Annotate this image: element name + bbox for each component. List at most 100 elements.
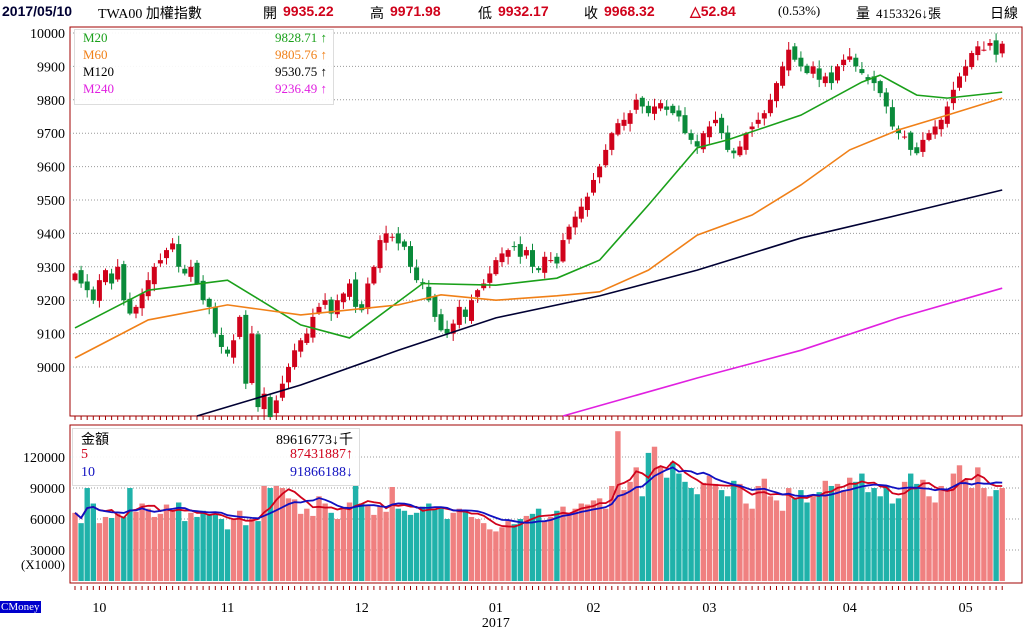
volume-bar — [426, 503, 432, 581]
candle-body — [182, 268, 188, 274]
price-legend: M20 9828.71 ↑ M60 9805.76 ↑ M120 9530.75 ↑ … — [74, 29, 334, 105]
candle — [164, 247, 169, 265]
candle — [225, 346, 230, 357]
candle — [615, 118, 621, 137]
volume-bar — [639, 496, 645, 581]
candle-body — [554, 256, 560, 264]
candle — [298, 337, 304, 358]
candle — [499, 247, 505, 267]
candle-body — [560, 240, 566, 262]
volume-bar — [224, 529, 231, 581]
candle-body — [523, 250, 529, 256]
candle — [981, 41, 987, 52]
candle — [176, 235, 182, 273]
volume-bar — [883, 485, 889, 581]
candle — [200, 275, 206, 305]
legend-value: 9828.71 ↑ — [275, 30, 327, 45]
candle — [566, 224, 572, 244]
volume-bar — [346, 502, 353, 581]
y-tick-label: 9100 — [37, 328, 65, 343]
candle — [261, 387, 267, 416]
candle — [645, 101, 651, 117]
legend-label: 金額 — [81, 433, 109, 448]
candle — [774, 81, 779, 108]
candle — [682, 107, 688, 135]
candle-body — [914, 147, 920, 154]
volume-bar — [139, 503, 145, 581]
legend-label: 5 — [81, 447, 88, 462]
volume-bar — [535, 508, 542, 581]
candle — [395, 227, 401, 251]
candle-body — [401, 241, 407, 247]
volume-bar — [121, 516, 127, 581]
candle — [841, 54, 847, 72]
candle-body — [536, 268, 542, 271]
volume-bar — [285, 498, 292, 581]
y-tick-label: 9800 — [37, 94, 65, 109]
y-tick-label: 9500 — [37, 194, 65, 209]
candle-body — [713, 119, 718, 124]
volume-bar — [273, 485, 279, 581]
volume-bar — [115, 513, 121, 581]
ma-line-m120 — [196, 189, 1003, 417]
candle-body — [603, 149, 609, 166]
date: 2017/05/10 — [2, 3, 73, 19]
candle — [957, 72, 962, 91]
candle — [694, 134, 700, 154]
candle — [603, 144, 609, 168]
volume-bar — [773, 500, 780, 581]
candle-body — [426, 286, 432, 301]
volume-bar — [767, 496, 774, 581]
volume-bar — [572, 508, 578, 581]
candle-body — [902, 136, 908, 138]
volume-bar — [554, 510, 560, 581]
candle-body — [883, 92, 889, 107]
volume-bar — [474, 519, 481, 581]
volume-bar — [413, 512, 420, 581]
volume-bar — [908, 473, 914, 581]
volume-bar — [127, 488, 133, 581]
volume-bar — [609, 485, 615, 581]
volume-bar — [712, 483, 719, 581]
volume-bar — [505, 521, 511, 581]
y-tick-label: 120000 — [23, 451, 65, 466]
candle — [438, 308, 444, 332]
x-month-label: 10 — [92, 601, 106, 616]
volume-bar — [993, 490, 999, 581]
candle — [182, 264, 188, 276]
candle-body — [755, 119, 761, 124]
legend-m20: M20 9828.71 ↑ — [75, 30, 333, 47]
open-value: 9935.22 — [283, 3, 334, 19]
volume-bar — [700, 482, 706, 581]
candle — [151, 263, 157, 292]
candle — [127, 292, 133, 316]
volume-bar — [450, 512, 456, 581]
y-tick-label: 9000 — [37, 361, 65, 376]
candle — [804, 63, 810, 75]
volume-bar — [578, 503, 584, 581]
volume-bar — [468, 516, 475, 581]
candle — [450, 319, 456, 341]
volume-bar — [279, 488, 286, 581]
candle-body — [365, 283, 371, 309]
candle — [932, 120, 938, 139]
candle-body — [237, 316, 243, 337]
volume-bar — [72, 512, 78, 581]
volume-bar — [859, 473, 865, 581]
volume-bar — [206, 513, 212, 581]
volume-bar — [871, 488, 877, 581]
candle — [700, 130, 706, 153]
open-label: 開 — [263, 7, 277, 22]
candle — [792, 43, 798, 62]
candle-body — [395, 233, 401, 244]
volume-bar — [816, 492, 822, 581]
candle-body — [987, 43, 993, 46]
volume-bar — [779, 510, 786, 581]
candle — [767, 93, 773, 117]
candle-body — [804, 65, 810, 74]
period-selector[interactable]: 日線 — [990, 7, 1018, 22]
volume-bar — [731, 480, 737, 581]
volume-bar — [670, 462, 676, 581]
candle-body — [334, 300, 340, 315]
ma-line-m60 — [74, 97, 1003, 359]
